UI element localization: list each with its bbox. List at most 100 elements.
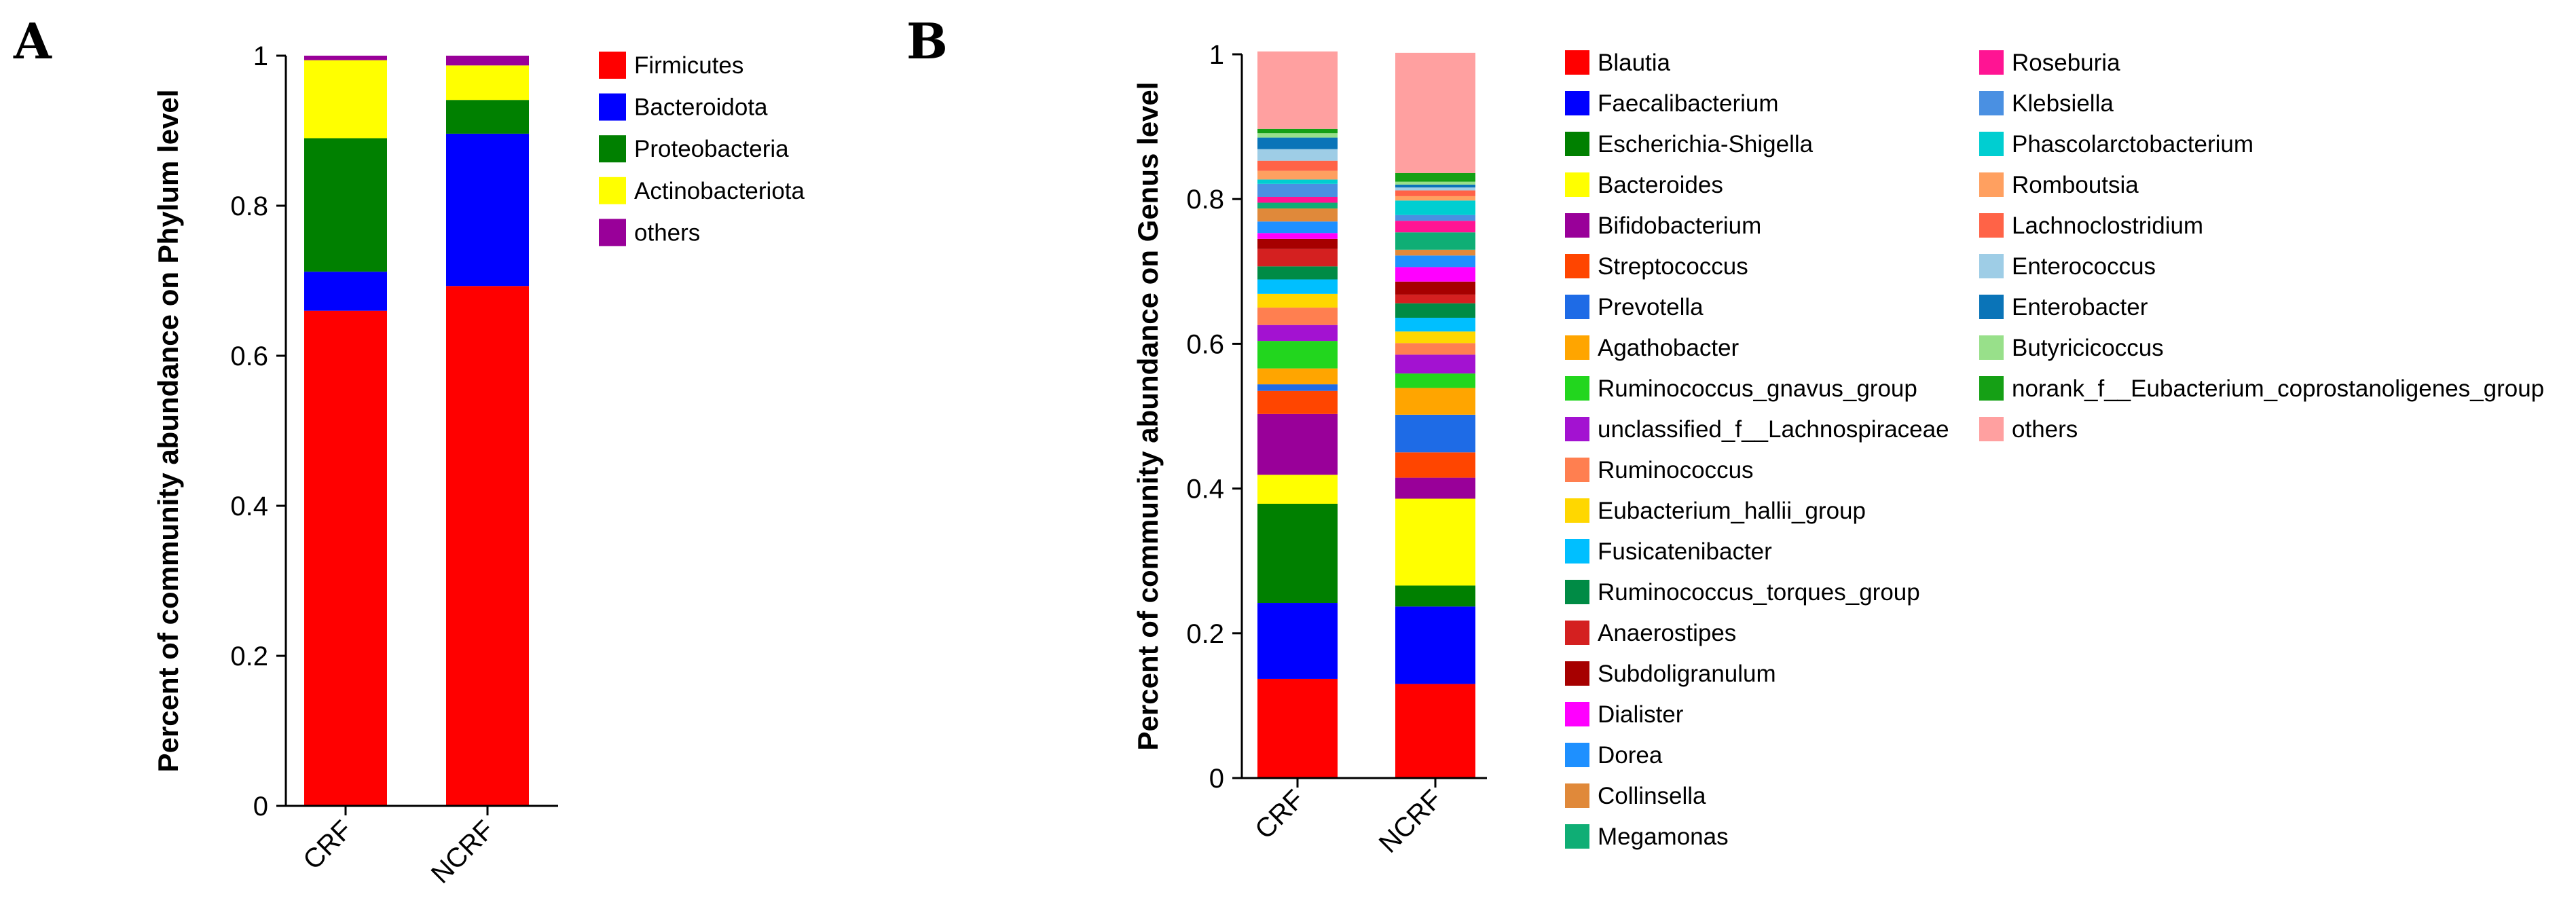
legend-label-b-14: Anaerostipes [1598, 620, 1736, 646]
legend-label-b-3: Bacteroides [1598, 172, 1723, 198]
x-tick-label-a-ncrf: NCRF [426, 815, 500, 889]
legend-label-b-27: Butyricicoccus [2012, 335, 2164, 361]
legend-swatch-b-22 [1979, 132, 2004, 156]
bar-segment-b-ncrf-24 [1395, 190, 1475, 196]
legend-swatch-b-13 [1565, 580, 1589, 604]
bar-segment-b-crf-24 [1257, 160, 1338, 171]
panel-a-letter: A [13, 12, 52, 70]
legend-label-b-11: Eubacterium_hallii_group [1598, 498, 1866, 524]
bar-segment-a-ncrf-1 [446, 133, 529, 287]
bar-segment-b-crf-9 [1257, 325, 1338, 341]
legend-label-b-26: Enterobacter [2012, 294, 2148, 320]
bar-segment-b-crf-14 [1257, 248, 1338, 267]
bar-segment-b-ncrf-22 [1395, 200, 1475, 215]
bar-segment-b-crf-25 [1257, 149, 1338, 161]
legend-swatch-b-21 [1979, 91, 2004, 115]
bar-segment-b-ncrf-7 [1395, 388, 1475, 415]
bar-segment-b-crf-5 [1257, 390, 1338, 414]
legend-swatch-b-10 [1565, 458, 1589, 482]
legend-label-b-17: Dorea [1598, 742, 1663, 769]
y-tick-label-b-5: 1 [1209, 40, 1224, 70]
bar-segment-b-crf-6 [1257, 384, 1338, 391]
bar-segment-b-crf-19 [1257, 202, 1338, 209]
bar-segment-a-ncrf-0 [446, 286, 529, 806]
legend-label-a-0: Firmicutes [634, 52, 743, 79]
bar-segment-b-ncrf-23 [1395, 196, 1475, 201]
y-tick-label-b-4: 0.8 [1186, 185, 1224, 215]
legend-label-b-1: Faecalibacterium [1598, 90, 1779, 117]
bar-segment-b-crf-16 [1257, 233, 1338, 239]
legend-label-b-2: Escherichia-Shigella [1598, 131, 1814, 158]
bar-segment-b-ncrf-11 [1395, 331, 1475, 344]
y-tick-label-a-1: 0.2 [230, 642, 268, 671]
legend-swatch-b-8 [1565, 376, 1589, 401]
legend-label-b-25: Enterococcus [2012, 253, 2156, 280]
legend-swatch-a-2 [599, 135, 626, 163]
y-tick-label-b-0: 0 [1209, 764, 1224, 794]
legend-swatch-b-9 [1565, 417, 1589, 441]
legend-swatch-b-25 [1979, 254, 2004, 278]
legend-label-a-1: Bacteroidota [634, 94, 768, 121]
legend-swatch-a-4 [599, 219, 626, 246]
bar-segment-b-ncrf-6 [1395, 414, 1475, 453]
legend-label-b-16: Dialister [1598, 701, 1684, 728]
legend-swatch-b-27 [1979, 335, 2004, 360]
bar-segment-b-ncrf-18 [1395, 249, 1475, 256]
legend-swatch-b-11 [1565, 498, 1589, 523]
legend-label-b-7: Agathobacter [1598, 335, 1740, 361]
legend-swatch-a-1 [599, 93, 626, 121]
legend-swatch-b-14 [1565, 621, 1589, 645]
legend-swatch-b-19 [1565, 824, 1589, 849]
legend-label-b-13: Ruminococcus_torques_group [1598, 579, 1920, 606]
legend-swatch-b-6 [1565, 295, 1589, 319]
bar-segment-b-crf-23 [1257, 170, 1338, 180]
legend-swatch-b-23 [1979, 172, 2004, 197]
bar-segment-a-crf-1 [304, 272, 387, 311]
legend-swatch-b-26 [1979, 295, 2004, 319]
legend-label-b-6: Prevotella [1598, 294, 1704, 320]
bar-segment-b-ncrf-9 [1395, 354, 1475, 374]
bar-segment-a-ncrf-4 [446, 56, 529, 66]
bar-segment-b-crf-20 [1257, 197, 1338, 203]
bar-segment-b-crf-15 [1257, 238, 1338, 249]
bar-segment-b-crf-3 [1257, 475, 1338, 504]
y-tick-label-b-1: 0.2 [1186, 619, 1224, 649]
bar-segment-b-crf-8 [1257, 341, 1338, 369]
bar-segment-b-ncrf-13 [1395, 303, 1475, 318]
bar-segment-a-crf-4 [304, 56, 387, 60]
legend-label-b-12: Fusicatenibacter [1598, 538, 1772, 565]
legend-swatch-b-0 [1565, 50, 1589, 75]
legend-label-b-5: Streptococcus [1598, 253, 1748, 280]
bar-segment-b-ncrf-14 [1395, 294, 1475, 303]
bar-segment-b-ncrf-0 [1395, 684, 1475, 778]
x-tick-label-b-crf: CRF [1249, 784, 1310, 845]
y-tick-label-a-5: 1 [253, 41, 268, 71]
legend-label-b-4: Bifidobacterium [1598, 213, 1761, 239]
legend-label-b-0: Blautia [1598, 50, 1671, 76]
bar-segment-b-ncrf-29 [1395, 52, 1475, 173]
legend-label-b-20: Roseburia [2012, 50, 2120, 76]
legend-label-b-10: Ruminococcus [1598, 457, 1754, 483]
bar-segment-b-ncrf-2 [1395, 585, 1475, 607]
bar-segment-b-crf-4 [1257, 413, 1338, 475]
bar-segment-b-crf-12 [1257, 279, 1338, 294]
legend-label-b-28: norank_f__Eubacterium_coprostanoligenes_… [2012, 375, 2544, 402]
legend-swatch-b-28 [1979, 376, 2004, 401]
legend-label-b-24: Lachnoclostridium [2012, 213, 2203, 239]
legend-swatch-b-2 [1565, 132, 1589, 156]
bar-segment-b-crf-22 [1257, 179, 1338, 184]
bar-segment-b-ncrf-26 [1395, 184, 1475, 188]
legend-swatch-b-5 [1565, 254, 1589, 278]
bar-segment-b-crf-2 [1257, 503, 1338, 604]
legend-swatch-b-3 [1565, 172, 1589, 197]
legend-label-a-4: others [634, 219, 700, 246]
bar-segment-b-crf-28 [1257, 128, 1338, 134]
bar-segment-b-ncrf-27 [1395, 181, 1475, 185]
bar-segment-a-crf-3 [304, 60, 387, 138]
x-tick-label-a-crf: CRF [297, 815, 358, 875]
bar-segment-b-crf-17 [1257, 221, 1338, 234]
legend-swatch-b-17 [1565, 743, 1589, 767]
legend-swatch-b-4 [1565, 213, 1589, 238]
bar-segment-b-ncrf-16 [1395, 267, 1475, 282]
